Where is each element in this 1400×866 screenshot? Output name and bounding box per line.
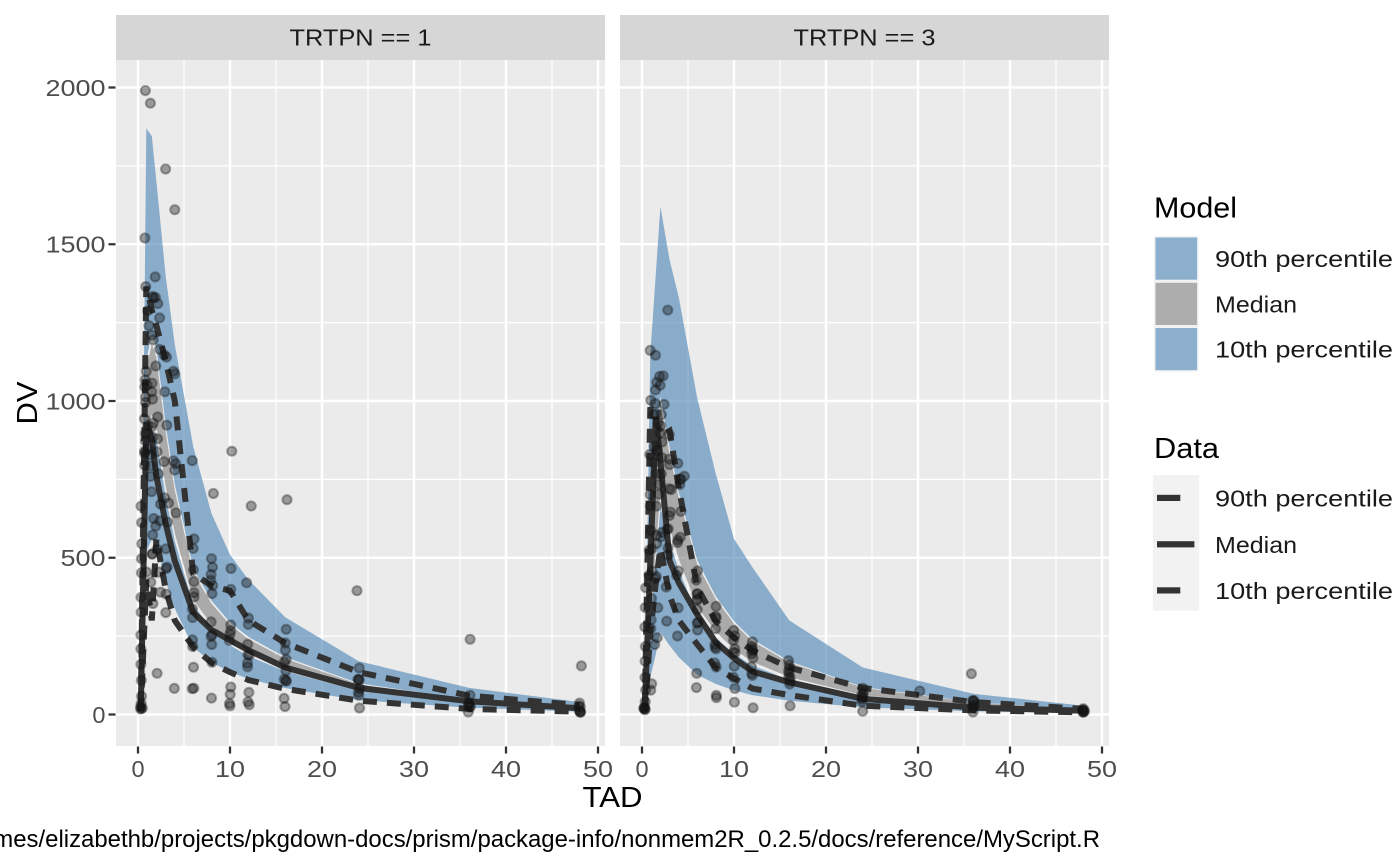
svg-text:40: 40 — [491, 756, 521, 782]
svg-text:50: 50 — [583, 756, 613, 782]
svg-text:50: 50 — [1087, 756, 1117, 782]
svg-text:30: 30 — [399, 756, 429, 782]
svg-text:Data: Data — [1154, 433, 1220, 465]
svg-text:40: 40 — [995, 756, 1025, 782]
svg-text:Median: Median — [1215, 291, 1297, 317]
svg-text:10th percentile: 10th percentile — [1215, 578, 1393, 604]
svg-text:20: 20 — [811, 756, 841, 782]
svg-text:500: 500 — [61, 545, 106, 571]
svg-text:1500: 1500 — [46, 232, 106, 258]
svg-text:90th percentile: 90th percentile — [1215, 485, 1393, 511]
svg-text:10: 10 — [215, 756, 245, 782]
svg-text:90th percentile: 90th percentile — [1215, 246, 1393, 272]
svg-text:1000: 1000 — [46, 389, 106, 415]
svg-text:Median: Median — [1215, 532, 1297, 558]
svg-text:0: 0 — [131, 756, 144, 782]
svg-text:/homes/elizabethb/projects/pkg: /homes/elizabethb/projects/pkgdown-docs/… — [0, 826, 1100, 853]
svg-text:TRTPN == 1: TRTPN == 1 — [290, 25, 432, 51]
svg-text:30: 30 — [903, 756, 933, 782]
svg-text:0: 0 — [635, 756, 648, 782]
svg-text:2000: 2000 — [46, 75, 106, 101]
svg-text:10th percentile: 10th percentile — [1215, 337, 1393, 363]
svg-text:0: 0 — [92, 702, 105, 728]
svg-text:TAD: TAD — [583, 782, 643, 814]
svg-text:Model: Model — [1154, 193, 1237, 225]
svg-text:10: 10 — [719, 756, 749, 782]
svg-text:TRTPN == 3: TRTPN == 3 — [794, 25, 936, 51]
svg-text:20: 20 — [307, 756, 337, 782]
svg-text:DV: DV — [12, 381, 44, 425]
